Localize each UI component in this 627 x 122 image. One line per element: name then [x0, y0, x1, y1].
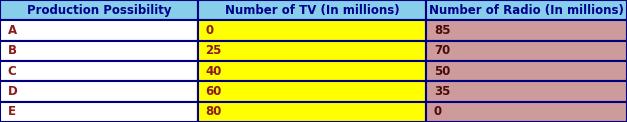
Bar [426, 0, 627, 20]
Text: Production Possibility: Production Possibility [26, 4, 171, 17]
Bar [0, 0, 198, 20]
Bar [426, 61, 627, 81]
Text: 60: 60 [205, 85, 221, 98]
Text: Number of TV (In millions): Number of TV (In millions) [224, 4, 399, 17]
Bar [0, 81, 198, 102]
Bar [198, 102, 426, 122]
Text: 0: 0 [434, 105, 442, 118]
Text: C: C [8, 65, 16, 78]
Text: 50: 50 [434, 65, 450, 78]
Bar [426, 102, 627, 122]
Text: 80: 80 [205, 105, 221, 118]
Bar [198, 0, 426, 20]
Text: D: D [8, 85, 18, 98]
Text: 0: 0 [205, 24, 213, 37]
Text: 25: 25 [205, 44, 221, 57]
Bar [0, 20, 198, 41]
Text: 70: 70 [434, 44, 450, 57]
Bar [198, 41, 426, 61]
Bar [426, 20, 627, 41]
Bar [0, 102, 198, 122]
Text: E: E [8, 105, 16, 118]
Bar [198, 81, 426, 102]
Bar [426, 41, 627, 61]
Text: Number of Radio (In millions): Number of Radio (In millions) [429, 4, 624, 17]
Bar [0, 61, 198, 81]
Bar [198, 61, 426, 81]
Text: B: B [8, 44, 16, 57]
Bar [0, 41, 198, 61]
Text: 40: 40 [205, 65, 221, 78]
Text: 35: 35 [434, 85, 450, 98]
Text: A: A [8, 24, 17, 37]
Bar [426, 81, 627, 102]
Text: 85: 85 [434, 24, 450, 37]
Bar [198, 20, 426, 41]
